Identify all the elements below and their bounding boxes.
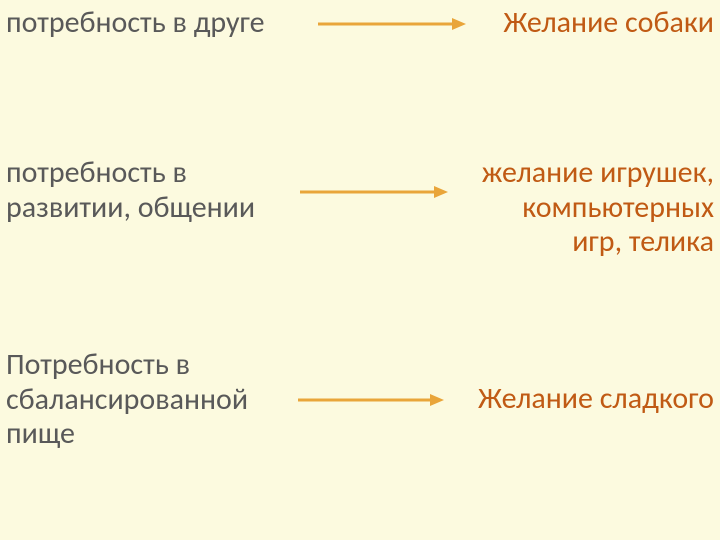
arrow-2 [296, 388, 446, 416]
need-label-0: потребность в друге [6, 6, 316, 41]
desire-label-0: Желание собаки [460, 6, 714, 41]
arrow-1 [298, 180, 450, 208]
arrow-0 [316, 12, 468, 40]
desire-label-1: желание игрушек, компьютерных игр, телик… [440, 156, 714, 260]
need-label-2: Потребность в сбалансированной пище [6, 348, 316, 452]
desire-label-2: Желание сладкого [434, 382, 714, 417]
need-label-1: потребность в развитии, общении [6, 156, 316, 225]
slide-background [0, 0, 720, 540]
